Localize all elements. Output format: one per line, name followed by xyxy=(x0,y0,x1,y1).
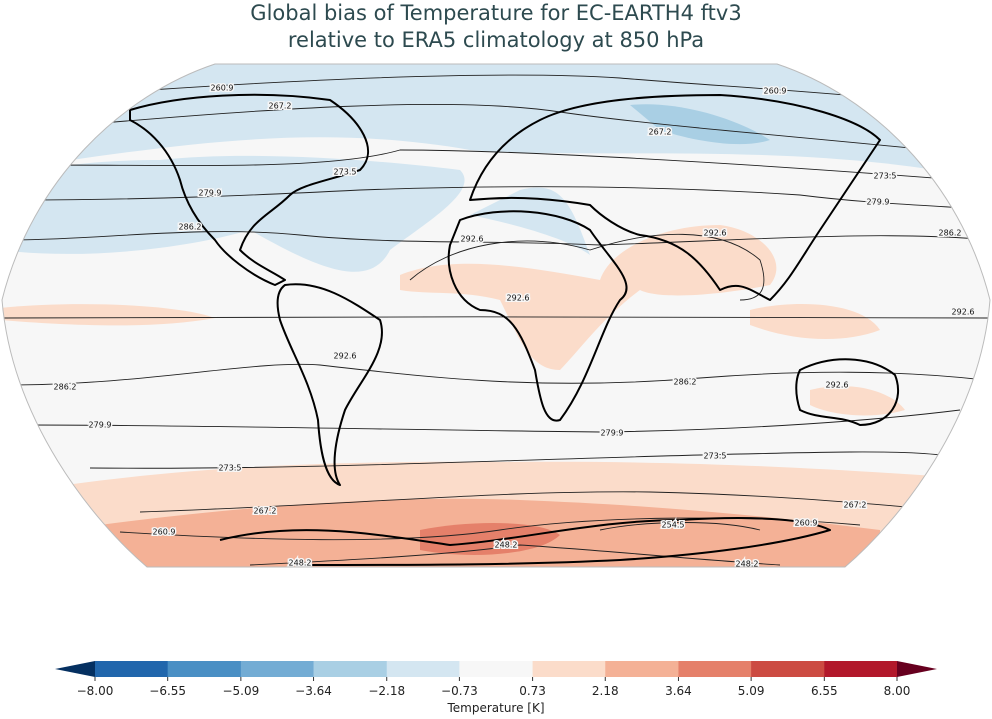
contour-line xyxy=(7,231,990,246)
warm-bias xyxy=(810,386,905,416)
colorbar-tick-label: −3.64 xyxy=(295,684,332,698)
contour-label: 286.2 xyxy=(179,223,202,232)
contour-label: 248.2 xyxy=(736,560,759,569)
title-line: relative to ERA5 climatology at 850 hPa xyxy=(288,28,704,52)
contour-line xyxy=(139,491,921,513)
contour-labels: 260.9 260.9 260.9 260.9 267.2 267.2 267.2 267.2… xyxy=(52,82,976,569)
contour-label: 273.5 xyxy=(334,168,357,177)
map: 260.9 260.9 260.9 260.9 267.2 267.2 267.2 267.2… xyxy=(2,64,990,569)
contour-label: 292.6 xyxy=(952,308,975,317)
contour-label: 279.9 xyxy=(199,189,222,198)
contour-line xyxy=(19,186,986,211)
contour-label: 273.5 xyxy=(874,172,897,181)
colorbar-bin xyxy=(386,661,460,677)
contour-label: 292.6 xyxy=(826,381,849,390)
contour-line xyxy=(89,451,941,469)
warm-bias xyxy=(420,523,560,555)
colorbar-bin xyxy=(167,661,242,677)
warm-bias xyxy=(750,304,880,340)
coastline xyxy=(447,210,628,422)
contour-label: 279.9 xyxy=(89,421,112,430)
colorbar-bin xyxy=(313,661,388,677)
colorbar-bin xyxy=(824,661,898,677)
colorbar-tick-label: 2.18 xyxy=(592,684,619,698)
warm-bias xyxy=(400,225,777,370)
contour-label: 273.5 xyxy=(704,452,727,461)
coastlines xyxy=(129,93,900,566)
cool-bias xyxy=(630,104,770,145)
coastline xyxy=(795,358,900,426)
colorbar-tick-label: 0.73 xyxy=(519,684,546,698)
colorbar-tick-label: 6.55 xyxy=(811,684,838,698)
contour-label: 286.2 xyxy=(939,229,962,238)
contour-label: 286.2 xyxy=(54,383,77,392)
colorbar-label: Temperature [K] xyxy=(446,701,544,715)
contour-label: 254.5 xyxy=(662,521,685,530)
contour-label: 279.9 xyxy=(601,429,624,438)
coastline xyxy=(219,517,831,566)
contour-line xyxy=(599,522,761,531)
colorbar-bin xyxy=(678,661,752,677)
colorbar: −8.00 −6.55 −5.09 −3.64 −2.18 −0.73 0.73 2.18 3.… xyxy=(55,661,937,698)
colorbar-tick-label: 8.00 xyxy=(884,684,911,698)
coastline xyxy=(129,93,370,286)
colorbar-bin xyxy=(605,661,679,677)
colorbar-tick-label: 3.64 xyxy=(665,684,692,698)
contour-line xyxy=(4,363,986,386)
cool-bias xyxy=(2,155,465,272)
colorbar-bin xyxy=(532,661,606,677)
contour-line xyxy=(409,233,765,301)
colorbar-extend xyxy=(55,661,95,677)
cool-bias xyxy=(470,187,590,255)
colorbar-bin xyxy=(751,661,825,677)
colorbar-tick-label: −8.00 xyxy=(77,684,114,698)
contours xyxy=(2,74,990,566)
coastline xyxy=(276,283,383,486)
contour-label: 286.2 xyxy=(674,378,697,387)
colorbar-tick-label: −5.09 xyxy=(222,684,259,698)
contour-label: 260.9 xyxy=(211,84,234,93)
contour-label: 267.2 xyxy=(254,507,277,516)
contour-label: 292.6 xyxy=(334,352,357,361)
contour-line xyxy=(39,149,961,181)
colorbar-bin xyxy=(459,661,534,677)
contour-label: 248.2 xyxy=(289,559,312,568)
map-frame xyxy=(1,63,991,568)
colorbar-tick-label: −6.55 xyxy=(149,684,186,698)
contour-label: 292.6 xyxy=(461,235,484,244)
contour-label: 292.6 xyxy=(507,294,530,303)
contour-line xyxy=(149,74,901,101)
contour-label: 248.2 xyxy=(495,541,518,550)
colorbar-tick-label: 5.09 xyxy=(738,684,765,698)
colorbar-extend xyxy=(897,661,937,677)
contour-label: 273.5 xyxy=(219,464,242,473)
cool-bias xyxy=(2,64,990,180)
warm-bias xyxy=(2,304,215,326)
contour-label: 267.2 xyxy=(649,128,672,137)
colorbar-tick-label: −0.73 xyxy=(441,684,478,698)
colorbar-tick-label: −2.18 xyxy=(368,684,405,698)
coastline xyxy=(469,94,881,301)
contour-label: 267.2 xyxy=(844,501,867,510)
contour-label: 279.9 xyxy=(867,198,890,207)
contour-line xyxy=(249,544,781,566)
contour-label: 267.2 xyxy=(269,102,292,111)
colorbar-bin xyxy=(240,661,315,677)
contour-label: 292.6 xyxy=(704,229,727,238)
contour-line xyxy=(29,409,961,433)
contour-label: 260.9 xyxy=(795,519,818,528)
contour-label: 260.9 xyxy=(153,528,176,537)
colorbar-bin xyxy=(95,661,169,677)
contour-label: 260.9 xyxy=(764,87,787,96)
title-line: Global bias of Temperature for EC-EARTH4… xyxy=(250,1,741,25)
